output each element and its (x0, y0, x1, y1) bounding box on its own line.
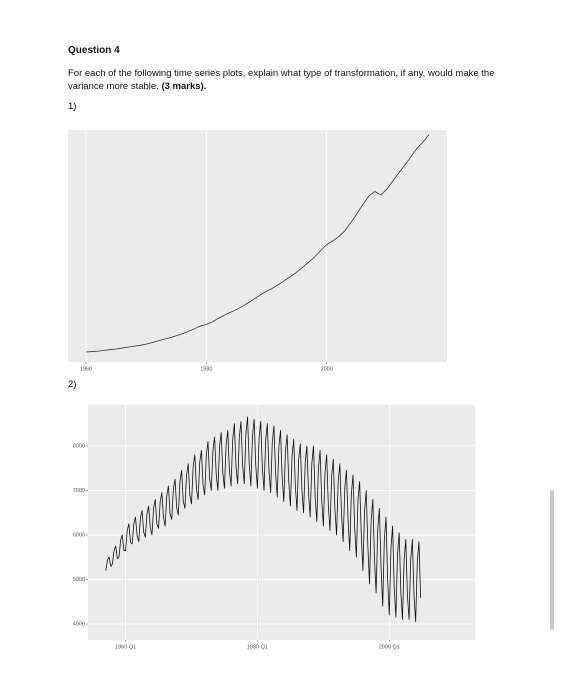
series-line (86, 134, 430, 353)
question-marks: (3 marks). (161, 81, 207, 92)
y-tick-label: 5000 (73, 577, 85, 583)
question-text: For each of the following time series pl… (68, 67, 498, 93)
x-tick-label: 1980 Q1 (247, 644, 268, 650)
x-tick-label: 2000 Q1 (379, 644, 400, 650)
scrollbar (550, 490, 554, 630)
x-tick-label: 1980 (200, 366, 212, 372)
question-body: For each of the following time series pl… (68, 68, 495, 92)
plot-label: 2) (68, 379, 77, 390)
x-tick-label: 1960 Q1 (115, 644, 136, 650)
y-tick-label: 6000 (73, 532, 85, 538)
series-line (105, 416, 422, 623)
x-tick-label: 2000 (321, 366, 333, 372)
question-title: Question 4 (68, 45, 120, 56)
y-tick-label: 4000 (73, 621, 85, 627)
y-tick-label: 8000 (73, 443, 85, 449)
plot-label: 1) (68, 101, 77, 112)
plot-panel (68, 130, 447, 362)
y-tick-label: 7000 (73, 488, 85, 494)
x-tick-label: 1960 (80, 366, 92, 372)
